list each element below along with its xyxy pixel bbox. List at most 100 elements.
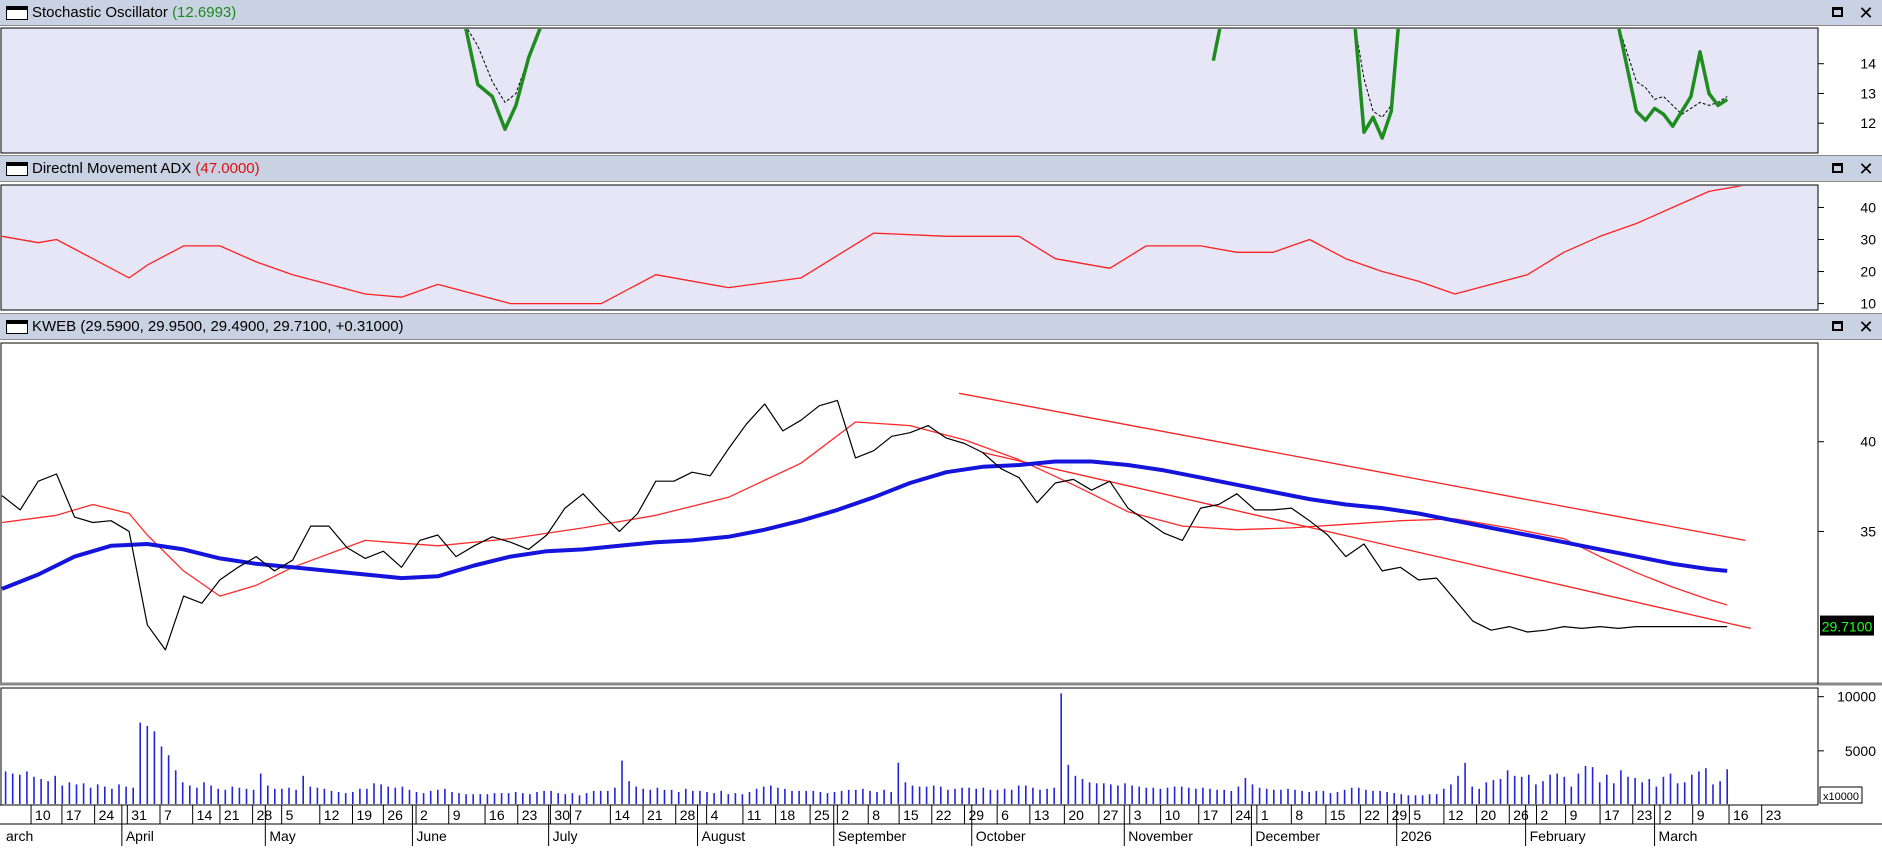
volume-unit-label: x10000 bbox=[1823, 791, 1859, 803]
day-tick-label: 17 bbox=[1604, 807, 1620, 823]
adx-plot bbox=[1, 186, 1744, 305]
stoch-pane-background bbox=[0, 27, 1819, 154]
time-axis-background bbox=[0, 805, 1882, 848]
last-price-badge-text: 29.7100 bbox=[1822, 619, 1873, 635]
stochastic-k-line bbox=[1617, 29, 1729, 128]
month-tick-label: October bbox=[976, 828, 1026, 844]
close-icon[interactable]: ✕ bbox=[1858, 317, 1874, 337]
day-tick-label: 23 bbox=[1637, 807, 1653, 823]
day-tick-label: 14 bbox=[614, 807, 630, 823]
time-axis: 10 17 24 31 7 14 21 28 5 12 19 26 2 9 16 23 30 7 14 21 28 4 11… bbox=[0, 804, 1882, 848]
day-tick-label: 27 bbox=[1103, 807, 1119, 823]
day-tick-label: 17 bbox=[1203, 807, 1219, 823]
price-panel-name: KWEB bbox=[32, 318, 77, 335]
vol-pane-background bbox=[0, 687, 1819, 806]
close-icon[interactable]: ✕ bbox=[1858, 159, 1874, 179]
price-plot bbox=[1, 392, 1751, 651]
day-tick-label: 23 bbox=[522, 807, 538, 823]
day-tick-label: 20 bbox=[1481, 807, 1497, 823]
pane-icon[interactable] bbox=[6, 162, 28, 176]
price-y-tick-label: 35 bbox=[1860, 523, 1876, 539]
day-tick-label: 23 bbox=[1766, 807, 1782, 823]
day-tick-label: 20 bbox=[1068, 807, 1084, 823]
month-tick-label: February bbox=[1530, 828, 1586, 844]
adx-y-tick-label: 20 bbox=[1860, 264, 1876, 280]
pane-icon[interactable] bbox=[6, 6, 28, 20]
price-badge-group: 29.7100 bbox=[1820, 615, 1874, 636]
month-tick-label: March bbox=[1659, 828, 1698, 844]
day-tick-label: 26 bbox=[387, 807, 403, 823]
day-tick-label: 12 bbox=[1448, 807, 1464, 823]
adx-y-tick-label: 40 bbox=[1860, 199, 1876, 215]
adx-panel-name: Directnl Movement ADX bbox=[32, 160, 192, 177]
day-tick-label: 4 bbox=[711, 807, 719, 823]
channel-upper-line bbox=[958, 392, 1746, 542]
month-tick-label: May bbox=[269, 828, 295, 844]
day-tick-label: 16 bbox=[1733, 807, 1749, 823]
day-tick-label: 9 bbox=[1697, 807, 1705, 823]
adx-y-tick-label: 10 bbox=[1860, 296, 1876, 312]
pane-backgrounds bbox=[0, 27, 1882, 806]
day-tick-label: 25 bbox=[814, 807, 830, 823]
stoch-y-tick-label: 12 bbox=[1860, 115, 1876, 131]
day-tick-label: 3 bbox=[1134, 807, 1142, 823]
stochastic-panel-value: (12.6993) bbox=[172, 4, 237, 21]
day-tick-label: 12 bbox=[324, 807, 340, 823]
maximize-icon[interactable] bbox=[1828, 3, 1848, 23]
day-tick-label: 6 bbox=[1001, 807, 1009, 823]
last-price-badge bbox=[1820, 615, 1874, 636]
pane-icon[interactable] bbox=[6, 320, 28, 334]
month-tick-label: July bbox=[553, 828, 578, 844]
stochastic-panel-name: Stochastic Oscillator bbox=[32, 4, 168, 21]
maximize-icon[interactable] bbox=[1828, 159, 1848, 179]
day-tick-label: 14 bbox=[197, 807, 213, 823]
maximize-icon[interactable] bbox=[1828, 317, 1848, 337]
day-tick-label: 5 bbox=[1413, 807, 1421, 823]
day-tick-label: 22 bbox=[1364, 807, 1380, 823]
month-tick-label: December bbox=[1255, 828, 1320, 844]
adx-panel-value: (47.0000) bbox=[195, 160, 260, 177]
day-tick-label: 16 bbox=[489, 807, 505, 823]
stochastic-d-line bbox=[466, 29, 541, 103]
day-tick-label: 7 bbox=[164, 807, 172, 823]
stoch-y-tick-label: 14 bbox=[1860, 56, 1876, 72]
vol-y-tick-label: 5000 bbox=[1845, 743, 1876, 759]
stochastic-k-line bbox=[1211, 29, 1222, 62]
day-tick-label: 2 bbox=[420, 807, 428, 823]
stochastic-panel-title: Stochastic Oscillator (12.6993) bbox=[32, 4, 236, 21]
day-tick-label: 30 bbox=[554, 807, 570, 823]
month-tick-label: arch bbox=[6, 828, 33, 844]
price-pane-background bbox=[0, 342, 1819, 685]
price-panel-value: (29.5900, 29.9500, 29.4900, 29.7100, +0.… bbox=[80, 318, 404, 335]
day-tick-label: 21 bbox=[647, 807, 663, 823]
ma-slow-line bbox=[1, 459, 1728, 591]
day-tick-label: 5 bbox=[286, 807, 294, 823]
stochastic-plot bbox=[464, 29, 1729, 140]
day-tick-label: 15 bbox=[903, 807, 919, 823]
adx-line bbox=[1, 186, 1744, 305]
volume-plot bbox=[4, 693, 1728, 804]
adx-y-tick-label: 30 bbox=[1860, 231, 1876, 247]
day-tick-label: 11 bbox=[747, 807, 762, 823]
close-icon[interactable]: ✕ bbox=[1858, 3, 1874, 23]
day-tick-label: 31 bbox=[131, 807, 147, 823]
month-tick-label: 2026 bbox=[1401, 828, 1432, 844]
day-tick-label: 2 bbox=[1664, 807, 1672, 823]
day-tick-label: 1 bbox=[1261, 807, 1269, 823]
price-y-tick-label: 40 bbox=[1860, 434, 1876, 450]
day-tick-label: 18 bbox=[780, 807, 796, 823]
month-tick-label: September bbox=[838, 828, 907, 844]
day-tick-label: 2 bbox=[841, 807, 849, 823]
month-tick-label: November bbox=[1128, 828, 1193, 844]
month-tick-label: April bbox=[126, 828, 154, 844]
day-tick-label: 19 bbox=[356, 807, 372, 823]
day-tick-label: 8 bbox=[872, 807, 880, 823]
day-tick-label: 21 bbox=[224, 807, 240, 823]
price-line bbox=[1, 399, 1728, 651]
stoch-y-tick-label: 13 bbox=[1860, 85, 1876, 101]
day-tick-label: 9 bbox=[453, 807, 461, 823]
adx-panel-title: Directnl Movement ADX (47.0000) bbox=[32, 160, 260, 177]
day-tick-label: 17 bbox=[66, 807, 82, 823]
stochastic-k-line bbox=[1353, 29, 1400, 140]
month-tick-label: August bbox=[702, 828, 746, 844]
